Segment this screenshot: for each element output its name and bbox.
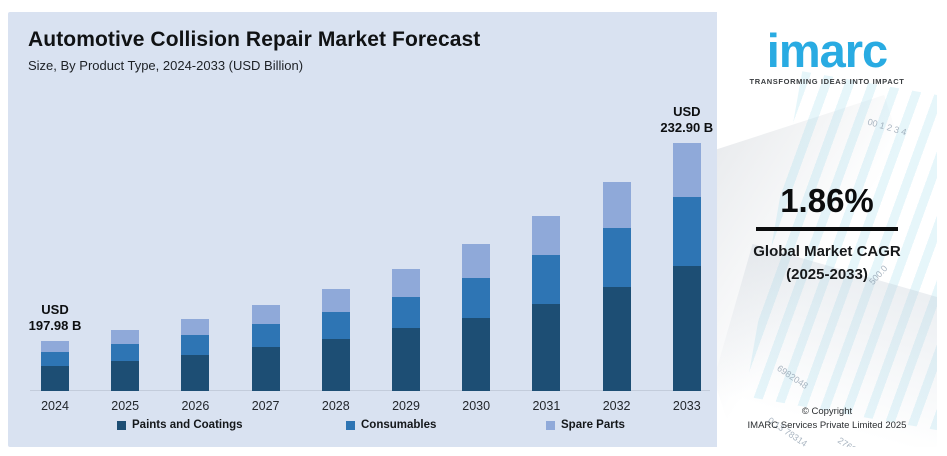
- bar-segment-consumables: [111, 344, 140, 361]
- forecast-card: Automotive Collision Repair Market Forec…: [8, 12, 937, 447]
- legend-item-consumables: Consumables: [346, 419, 436, 431]
- chart-title: Automotive Collision Repair Market Forec…: [28, 28, 481, 51]
- bar-segment-paints-and-coatings: [321, 339, 350, 391]
- bar-segment-consumables: [181, 335, 210, 355]
- bar-segment-spare-parts: [321, 289, 350, 312]
- bar-2025: [111, 330, 140, 391]
- bar-segment-paints-and-coatings: [462, 318, 491, 391]
- legend-swatch-spare-parts: [546, 421, 555, 430]
- imarc-logo-text: imarc: [766, 24, 888, 77]
- x-axis-label-2025: 2025: [111, 399, 140, 413]
- x-axis-label-2027: 2027: [251, 399, 280, 413]
- x-axis-label-2031: 2031: [532, 399, 561, 413]
- bar-segment-spare-parts: [392, 269, 420, 297]
- bar-segment-paints-and-coatings: [392, 328, 420, 391]
- bar-2024: [41, 341, 69, 391]
- bar-2029: [392, 269, 420, 391]
- legend: Paints and Coatings Consumables Spare Part…: [8, 419, 717, 439]
- bar-segment-paints-and-coatings: [602, 287, 631, 391]
- bar-segment-consumables: [41, 352, 69, 366]
- bar-segment-spare-parts: [672, 143, 701, 197]
- x-axis-label-2029: 2029: [392, 399, 420, 413]
- legend-label-spare-parts: Spare Parts: [561, 419, 625, 431]
- bar-segment-paints-and-coatings: [181, 355, 210, 391]
- bar-segment-spare-parts: [251, 305, 280, 324]
- imarc-logo-tagline: TRANSFORMING IDEAS INTO IMPACT: [749, 77, 905, 87]
- cagr-value: 1.86%: [780, 182, 874, 219]
- sidebar: 00 1 2 3 4 500.0 6982048 0.13 78314 2768 ima…: [717, 12, 937, 447]
- bar-segment-spare-parts: [181, 319, 210, 335]
- bar-segment-spare-parts: [602, 182, 631, 228]
- bar-2033: [672, 143, 701, 391]
- bar-segment-spare-parts: [532, 216, 561, 255]
- copyright: © Copyright IMARC Services Private Limit…: [717, 405, 937, 434]
- cagr-block: 1.86% Global Market CAGR (2025-2033): [717, 182, 937, 286]
- bar-segment-consumables: [251, 324, 280, 347]
- cagr-period: (2025-2033): [786, 265, 868, 283]
- legend-item-paints-and-coatings: Paints and Coatings: [117, 419, 243, 431]
- legend-swatch-paints-and-coatings: [117, 421, 126, 430]
- bar-segment-consumables: [532, 255, 561, 304]
- data-label-2024: USD 197.98 B: [28, 301, 82, 333]
- x-axis-label-2026: 2026: [181, 399, 210, 413]
- imarc-logo: imarc TRANSFORMING IDEAS INTO IMPACT: [717, 24, 937, 87]
- legend-label-consumables: Consumables: [361, 419, 437, 431]
- bar-segment-paints-and-coatings: [532, 304, 561, 391]
- plot-area: 2024 2025 2026 2027 2028 2029 2030 2031 2032 2033…: [29, 102, 714, 414]
- x-axis-label-2030: 2030: [462, 399, 491, 413]
- x-axis-label-2032: 2032: [602, 399, 631, 413]
- bar-segment-consumables: [392, 297, 420, 328]
- bar-segment-spare-parts: [111, 330, 140, 344]
- bar-2032: [602, 182, 631, 391]
- bar-segment-consumables: [321, 312, 350, 339]
- bar-2026: [181, 319, 210, 391]
- x-axis-line: [30, 390, 710, 391]
- x-axis-label-2033: 2033: [672, 399, 701, 413]
- bar-2028: [321, 289, 350, 391]
- copyright-line1: © Copyright: [801, 405, 853, 417]
- bar-2027: [251, 305, 280, 391]
- data-label-2033: USD 232.90 B: [660, 103, 714, 135]
- bar-2030: [462, 244, 491, 391]
- bar-segment-paints-and-coatings: [111, 361, 140, 391]
- bar-segment-consumables: [602, 228, 631, 287]
- cagr-label: Global Market CAGR: [753, 243, 901, 260]
- x-axis-label-2028: 2028: [321, 399, 350, 413]
- copyright-line2: IMARC Services Private Limited 2025: [747, 419, 907, 431]
- bar-segment-paints-and-coatings: [672, 266, 701, 391]
- legend-item-spare-parts: Spare Parts: [546, 419, 625, 431]
- x-axis-label-2024: 2024: [41, 399, 69, 413]
- bar-segment-consumables: [672, 197, 701, 266]
- bar-segment-paints-and-coatings: [251, 347, 280, 391]
- bar-segment-spare-parts: [41, 341, 69, 352]
- bar-segment-paints-and-coatings: [41, 366, 69, 391]
- bar-segment-spare-parts: [462, 244, 491, 278]
- chart-subtitle: Size, By Product Type, 2024-2033 (USD Bi…: [28, 58, 304, 73]
- bar-2031: [532, 216, 561, 391]
- bar-segment-consumables: [462, 278, 491, 318]
- cagr-underline: [756, 227, 898, 231]
- legend-label-paints-and-coatings: Paints and Coatings: [132, 419, 243, 431]
- chart-panel: Automotive Collision Repair Market Forec…: [8, 12, 717, 447]
- legend-swatch-consumables: [346, 421, 355, 430]
